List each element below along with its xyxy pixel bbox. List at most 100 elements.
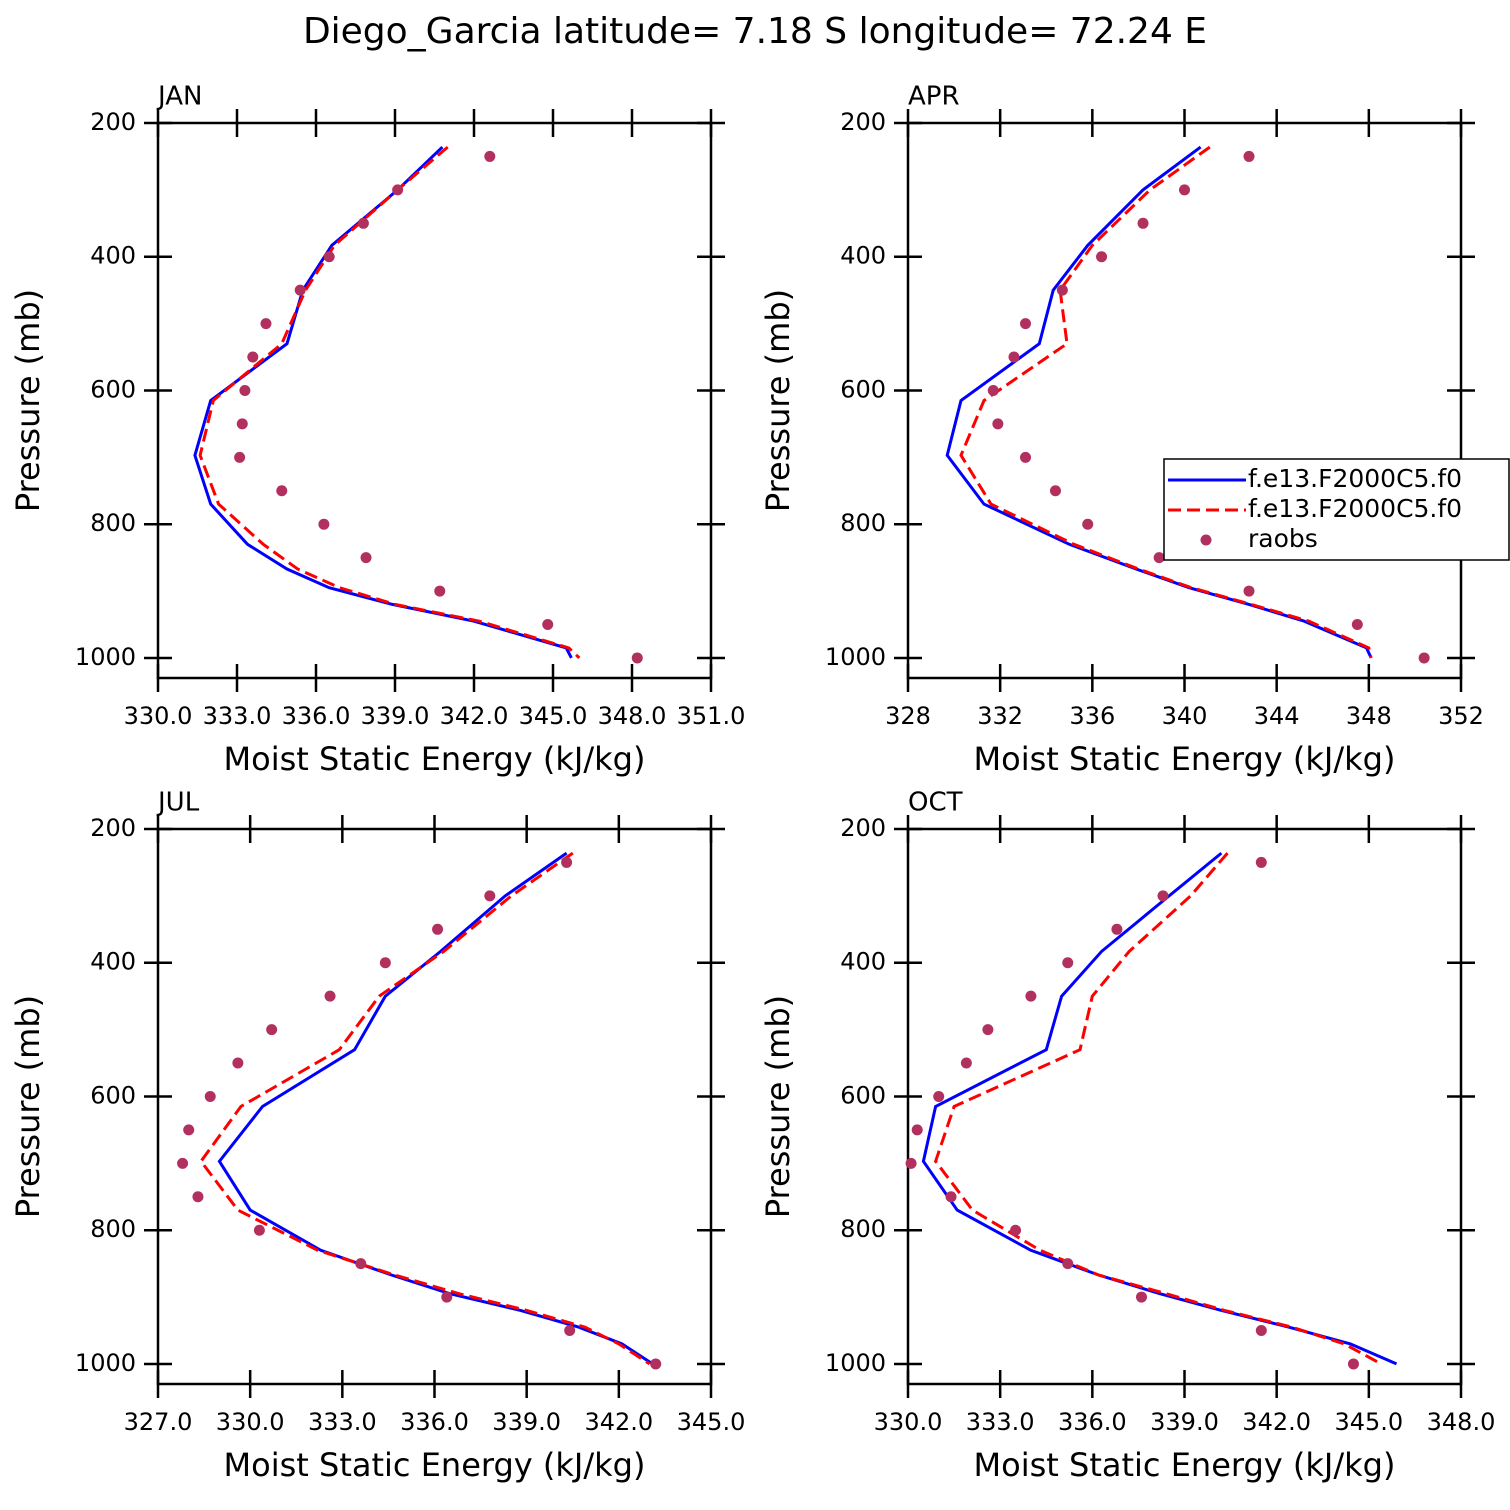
x-tick-label: 332: [977, 702, 1023, 730]
profile-line: [193, 146, 573, 659]
legend-marker: [1200, 534, 1212, 546]
raob-point: [1096, 251, 1108, 263]
x-axis-label: Moist Static Energy (kJ/kg): [224, 1446, 646, 1484]
raob-point: [236, 418, 248, 430]
x-tick-label: 348.0: [1427, 1408, 1496, 1436]
raob-point: [992, 418, 1004, 430]
figure-title: Diego_Garcia latitude= 7.18 S longitude=…: [303, 11, 1207, 52]
y-tick-label: 600: [90, 1081, 136, 1109]
x-tick-label: 328: [885, 702, 931, 730]
raob-point: [933, 1090, 945, 1102]
raob-point: [1243, 585, 1255, 597]
raob-point: [1351, 619, 1363, 631]
raob-point: [542, 619, 554, 631]
x-tick-label: 327.0: [124, 1408, 193, 1436]
raob-point: [247, 351, 259, 363]
y-tick-label: 400: [90, 948, 136, 976]
raob-point: [192, 1191, 204, 1203]
raob-point: [1255, 856, 1267, 868]
profile-line: [959, 145, 1373, 659]
y-tick-label: 400: [840, 948, 886, 976]
x-tick-label: 333.0: [308, 1408, 377, 1436]
y-tick-label: 200: [840, 108, 886, 136]
raob-point: [1243, 150, 1255, 162]
raob-point: [392, 184, 404, 196]
raob-point: [318, 518, 330, 530]
panel-title: APR: [908, 82, 960, 112]
raob-point: [323, 251, 335, 263]
panel-title: OCT: [908, 788, 963, 818]
x-axis-label: Moist Static Energy (kJ/kg): [224, 740, 646, 778]
profile-line: [945, 145, 1373, 659]
x-tick-label: 344: [1254, 702, 1300, 730]
x-tick-label: 336.0: [282, 702, 351, 730]
y-tick-label: 800: [90, 1215, 136, 1243]
x-tick-label: 333.0: [203, 702, 272, 730]
y-tick-label: 1000: [75, 643, 136, 671]
raob-point: [905, 1157, 917, 1169]
raob-point: [1020, 318, 1032, 330]
raob-point: [355, 1258, 367, 1270]
y-tick-label: 1000: [75, 1349, 136, 1377]
y-tick-label: 200: [840, 814, 886, 842]
x-tick-label: 345.0: [1334, 1408, 1403, 1436]
y-tick-label: 200: [90, 814, 136, 842]
y-axis-label: Pressure (mb): [759, 289, 797, 512]
y-tick-label: 600: [840, 375, 886, 403]
raob-point: [432, 923, 444, 935]
x-tick-label: 336.0: [1058, 1408, 1127, 1436]
x-tick-label: 352: [1438, 702, 1484, 730]
y-axis-label: Pressure (mb): [9, 289, 47, 512]
x-tick-label: 330.0: [216, 1408, 285, 1436]
raob-point: [650, 1358, 662, 1370]
x-tick-label: 339.0: [492, 1408, 561, 1436]
y-tick-label: 800: [840, 509, 886, 537]
x-tick-label: 345.0: [677, 1408, 746, 1436]
raob-point: [183, 1124, 195, 1136]
raob-point: [1062, 1258, 1074, 1270]
x-axis-label: Moist Static Energy (kJ/kg): [974, 740, 1396, 778]
x-tick-label: 342.0: [1242, 1408, 1311, 1436]
y-tick-label: 200: [90, 108, 136, 136]
raob-point: [357, 217, 369, 229]
raob-point: [1062, 957, 1074, 969]
legend-label: f.e13.F2000C5.f0: [1248, 494, 1462, 523]
x-tick-label: 345.0: [519, 702, 588, 730]
panel-title: JAN: [156, 82, 202, 112]
raob-point: [177, 1157, 189, 1169]
legend-box: [1163, 458, 1510, 561]
x-tick-label: 340: [1162, 702, 1208, 730]
raob-point: [239, 384, 251, 396]
x-tick-label: 348.0: [598, 702, 667, 730]
profile-line: [217, 851, 654, 1366]
x-axis-label: Moist Static Energy (kJ/kg): [974, 1446, 1396, 1484]
raob-point: [484, 890, 496, 902]
x-tick-label: 333.0: [966, 1408, 1035, 1436]
raob-point: [1082, 518, 1094, 530]
raob-point: [379, 957, 391, 969]
raob-point: [1137, 217, 1149, 229]
raob-point: [360, 552, 372, 564]
legend-label: raobs: [1248, 524, 1318, 553]
y-tick-label: 1000: [825, 1349, 886, 1377]
x-tick-label: 342.0: [440, 702, 509, 730]
raob-point: [1049, 485, 1061, 497]
panel-title: JUL: [156, 788, 200, 818]
raob-point: [266, 1024, 278, 1036]
profile-line: [198, 145, 581, 659]
raob-point: [1418, 652, 1430, 664]
y-tick-label: 600: [90, 375, 136, 403]
y-tick-label: 600: [840, 1081, 886, 1109]
raob-point: [1008, 351, 1020, 363]
raob-point: [1153, 552, 1165, 564]
raob-point: [1010, 1224, 1022, 1236]
plot-frame: [906, 121, 1463, 680]
y-tick-label: 800: [90, 509, 136, 537]
profile-line: [199, 851, 651, 1366]
x-tick-label: 330.0: [874, 1408, 943, 1436]
y-axis-label: Pressure (mb): [759, 995, 797, 1218]
plot-frame: [156, 121, 713, 680]
y-tick-label: 400: [840, 242, 886, 270]
